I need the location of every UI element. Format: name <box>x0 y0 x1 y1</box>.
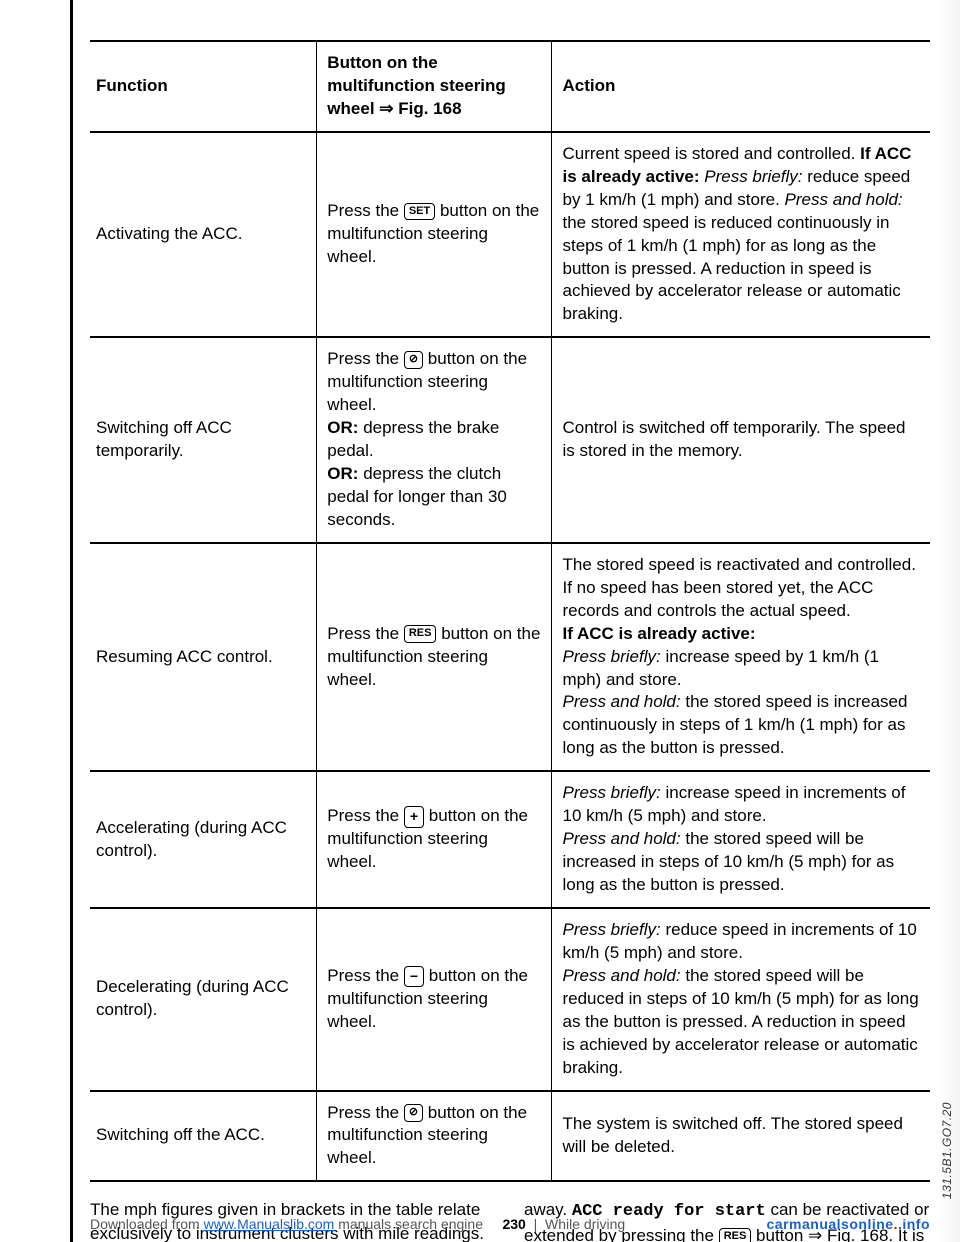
button-cell: Press the + button on the multifunction … <box>317 771 552 908</box>
steering-button-icon: + <box>404 806 424 828</box>
header-button: Button on the multifunction steering whe… <box>317 41 552 132</box>
page-curl-shadow <box>940 0 960 1242</box>
steering-button-icon: RES <box>404 625 437 642</box>
header-action: Action <box>552 41 930 132</box>
table-row: Switching off the ACC.Press the ⊘ button… <box>90 1091 930 1182</box>
action-cell: The stored speed is reactivated and cont… <box>552 543 930 771</box>
table-row: Activating the ACC.Press the SET button … <box>90 132 930 338</box>
action-cell: The system is switched off. The stored s… <box>552 1091 930 1182</box>
action-cell: Press briefly: reduce speed in increment… <box>552 908 930 1091</box>
action-cell: Current speed is stored and controlled. … <box>552 132 930 338</box>
steering-button-icon: ⊘ <box>404 1104 423 1121</box>
button-cell: Press the ⊘ button on the multifunction … <box>317 1091 552 1182</box>
section-title: While driving <box>545 1216 625 1232</box>
function-cell: Accelerating (during ACC control). <box>90 771 317 908</box>
action-cell: Press briefly: increase speed in increme… <box>552 771 930 908</box>
table-header-row: Function Button on the multifunction ste… <box>90 41 930 132</box>
table-row: Accelerating (during ACC control).Press … <box>90 771 930 908</box>
action-cell: Control is switched off temporarily. The… <box>552 337 930 543</box>
function-cell: Resuming ACC control. <box>90 543 317 771</box>
acc-function-table: Function Button on the multifunction ste… <box>90 40 930 1182</box>
function-cell: Decelerating (during ACC control). <box>90 908 317 1091</box>
function-cell: Switching off the ACC. <box>90 1091 317 1182</box>
steering-button-icon: − <box>404 966 424 988</box>
print-code: 131.5B1.GO7.20 <box>940 1102 954 1199</box>
watermark-link[interactable]: carmanualsonline..info <box>767 1216 930 1232</box>
page-footer: Downloaded from www.Manualslib.com manua… <box>0 1216 960 1232</box>
table-row: Switching off ACC temporarily.Press the … <box>90 337 930 543</box>
page-number: 230 <box>502 1216 525 1232</box>
steering-button-icon: SET <box>404 203 435 220</box>
button-cell: Press the − button on the multifunction … <box>317 908 552 1091</box>
button-cell: Press the ⊘ button on the multifunction … <box>317 337 552 543</box>
function-cell: Activating the ACC. <box>90 132 317 338</box>
header-function: Function <box>90 41 317 132</box>
steering-button-icon: ⊘ <box>404 351 423 368</box>
table-row: Decelerating (during ACC control).Press … <box>90 908 930 1091</box>
function-cell: Switching off ACC temporarily. <box>90 337 317 543</box>
button-cell: Press the SET button on the multifunctio… <box>317 132 552 338</box>
footer-left: Downloaded from www.Manualslib.com manua… <box>90 1216 625 1232</box>
table-row: Resuming ACC control.Press the RES butto… <box>90 543 930 771</box>
binding-line <box>70 0 73 1242</box>
manual-page: Function Button on the multifunction ste… <box>0 0 960 1242</box>
manualslib-link[interactable]: www.Manualslib.com <box>204 1216 335 1232</box>
button-cell: Press the RES button on the multifunctio… <box>317 543 552 771</box>
